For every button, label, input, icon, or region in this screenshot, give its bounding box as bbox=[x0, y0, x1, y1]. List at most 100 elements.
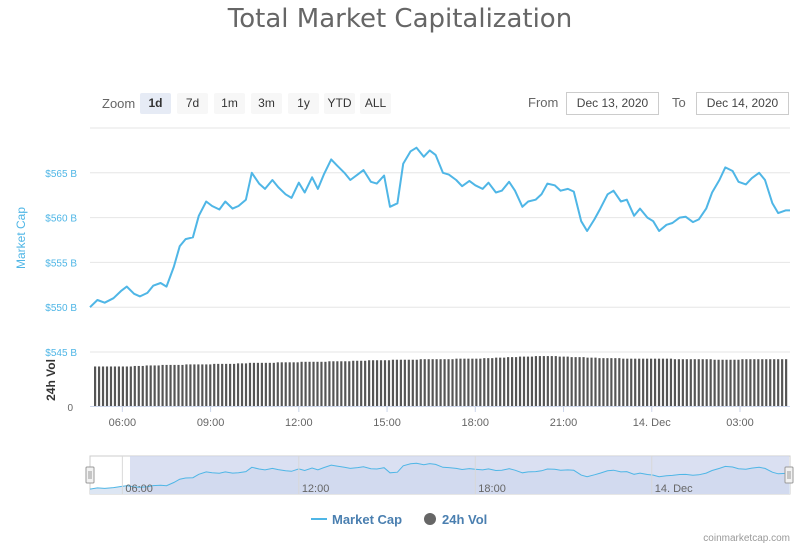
volume-bar bbox=[407, 359, 410, 406]
volume-bar bbox=[546, 356, 549, 406]
volume-bar bbox=[530, 356, 534, 406]
volume-bar bbox=[459, 358, 462, 406]
volume-bar bbox=[439, 359, 442, 406]
volume-bar bbox=[328, 361, 331, 406]
volume-bar bbox=[725, 359, 728, 406]
volume-bar bbox=[360, 360, 363, 406]
volume-bar bbox=[276, 362, 279, 406]
navigator-right-handle[interactable] bbox=[784, 466, 794, 484]
volume-bar bbox=[626, 358, 629, 406]
zoom-button-all[interactable]: ALL bbox=[360, 93, 391, 114]
volume-bar bbox=[717, 359, 720, 406]
volume-bar bbox=[777, 359, 780, 406]
zoom-button-1m[interactable]: 1m bbox=[214, 93, 245, 114]
volume-bar bbox=[181, 364, 184, 406]
volume-bar bbox=[141, 365, 144, 406]
volume-bar bbox=[606, 358, 609, 406]
volume-bar bbox=[475, 358, 478, 406]
navigator-left-handle[interactable] bbox=[85, 466, 95, 484]
volume-bar bbox=[399, 359, 402, 406]
navigator-tick-label: 18:00 bbox=[478, 483, 506, 495]
legend-item-24h-vol[interactable]: 24h Vol bbox=[424, 512, 487, 527]
volume-bar bbox=[769, 359, 772, 406]
volume-bar bbox=[435, 359, 438, 406]
volume-bar bbox=[304, 361, 307, 406]
volume-bar bbox=[610, 358, 613, 406]
volume-bar bbox=[689, 359, 692, 406]
volume-bar bbox=[701, 359, 704, 406]
credit-link[interactable]: coinmarketcap.com bbox=[703, 533, 790, 544]
volume-bar bbox=[765, 359, 768, 406]
volume-bar bbox=[113, 366, 117, 406]
volume-bar bbox=[217, 363, 220, 406]
to-date-input[interactable]: Dec 14, 2020 bbox=[696, 92, 789, 115]
volume-bar bbox=[415, 359, 418, 406]
volume-bar bbox=[125, 366, 128, 406]
x-tick-label: 15:00 bbox=[373, 417, 401, 429]
volume-bar bbox=[614, 358, 617, 406]
volume-bar bbox=[721, 359, 724, 406]
volume-bar bbox=[491, 358, 494, 406]
volume-bar bbox=[284, 362, 287, 406]
zoom-button-1y[interactable]: 1y bbox=[288, 93, 319, 114]
volume-bar bbox=[558, 356, 561, 406]
volume-bar bbox=[225, 363, 228, 406]
volume-bar bbox=[657, 358, 661, 406]
volume-bar bbox=[431, 359, 434, 406]
from-label: From bbox=[528, 95, 559, 110]
volume-bar bbox=[233, 363, 236, 406]
y-tick-label: $555 B bbox=[45, 258, 77, 269]
volume-bar bbox=[316, 361, 319, 406]
volume-bar bbox=[248, 362, 252, 406]
volume-bar bbox=[630, 358, 633, 406]
volume-bar bbox=[169, 364, 172, 406]
zoom-button-1d[interactable]: 1d bbox=[140, 93, 171, 114]
volume-bar bbox=[94, 366, 97, 406]
volume-bar bbox=[749, 359, 752, 406]
volume-bar bbox=[344, 361, 347, 406]
volume-bar bbox=[252, 362, 256, 406]
volume-bar bbox=[566, 356, 569, 406]
volume-bar bbox=[149, 365, 152, 406]
volume-bar bbox=[554, 356, 557, 406]
volume-axis-tick: 0 bbox=[67, 403, 73, 414]
from-date-input[interactable]: Dec 13, 2020 bbox=[566, 92, 659, 115]
zoom-button-3m[interactable]: 3m bbox=[251, 93, 282, 114]
volume-bar bbox=[507, 357, 510, 406]
range-navigator: 06:00 12:00 18:00 14. Dec bbox=[85, 455, 794, 495]
grid-lines bbox=[90, 127, 790, 407]
volume-bar bbox=[101, 366, 105, 406]
volume-bar bbox=[709, 359, 712, 406]
volume-bar bbox=[483, 358, 486, 406]
volume-bar bbox=[685, 359, 688, 406]
y-tick-label: $545 B bbox=[45, 348, 77, 359]
volume-bar bbox=[185, 364, 188, 406]
volume-bar bbox=[677, 359, 680, 406]
x-tick-label: 03:00 bbox=[726, 417, 754, 429]
navigator-line bbox=[89, 462, 790, 490]
legend-label-market-cap: Market Cap bbox=[332, 512, 402, 527]
volume-bar bbox=[511, 357, 514, 406]
volume-bar bbox=[117, 366, 121, 406]
volume-bar bbox=[173, 364, 176, 406]
volume-bar bbox=[240, 363, 244, 406]
volume-bar bbox=[411, 359, 414, 406]
volume-bar bbox=[518, 356, 522, 406]
volume-bar bbox=[733, 359, 736, 406]
volume-bar bbox=[526, 356, 530, 406]
volume-bar bbox=[582, 357, 585, 406]
volume-bar bbox=[471, 358, 474, 406]
x-tick-label: 12:00 bbox=[285, 417, 313, 429]
volume-bar bbox=[522, 356, 526, 406]
volume-bar bbox=[653, 358, 657, 406]
volume-bar bbox=[642, 358, 645, 406]
y-tick-label: $550 B bbox=[45, 303, 77, 314]
volume-bar bbox=[292, 362, 295, 406]
volume-bar bbox=[324, 361, 327, 406]
volume-bar bbox=[403, 359, 406, 406]
legend-item-market-cap[interactable]: Market Cap bbox=[311, 512, 402, 527]
zoom-button-ytd[interactable]: YTD bbox=[324, 93, 355, 114]
zoom-button-7d[interactable]: 7d bbox=[177, 93, 208, 114]
volume-bar bbox=[379, 360, 383, 406]
